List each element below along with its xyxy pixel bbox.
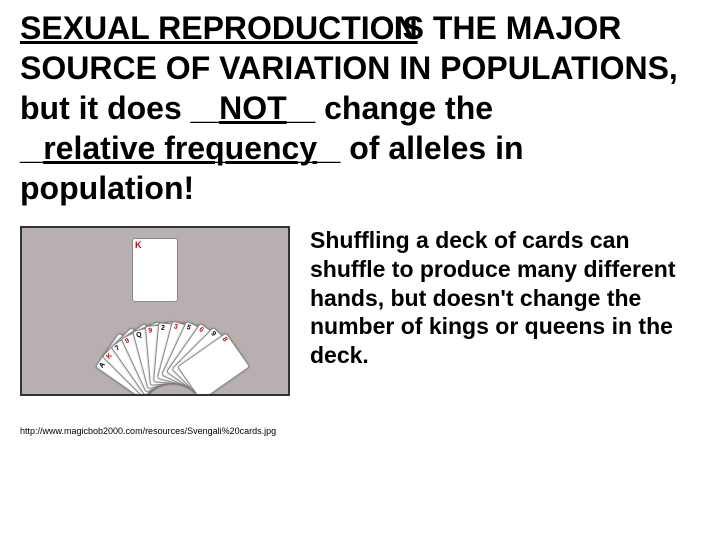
blank1-fill: SEXUAL REPRODUCTION (20, 8, 418, 48)
seg3: change the (315, 90, 493, 126)
main-paragraph: _____________________ SEXUAL REPRODUCTIO… (20, 8, 700, 208)
lower-row: K AK79Q9235698 Shuffling a deck of cards… (20, 226, 700, 396)
fan-card-label: 8 (218, 334, 248, 372)
cards-image: K AK79Q9235698 (20, 226, 290, 396)
blank3-fill: relative frequency (43, 128, 317, 168)
caption-text: Shuffling a deck of cards can shuffle to… (310, 226, 700, 370)
blank2-fill: NOT (219, 88, 287, 128)
image-source-url: http://www.magicbob2000.com/resources/Sv… (20, 426, 700, 436)
card-fan: AK79Q9235698 (35, 264, 275, 384)
top-card-label: K (133, 239, 177, 251)
